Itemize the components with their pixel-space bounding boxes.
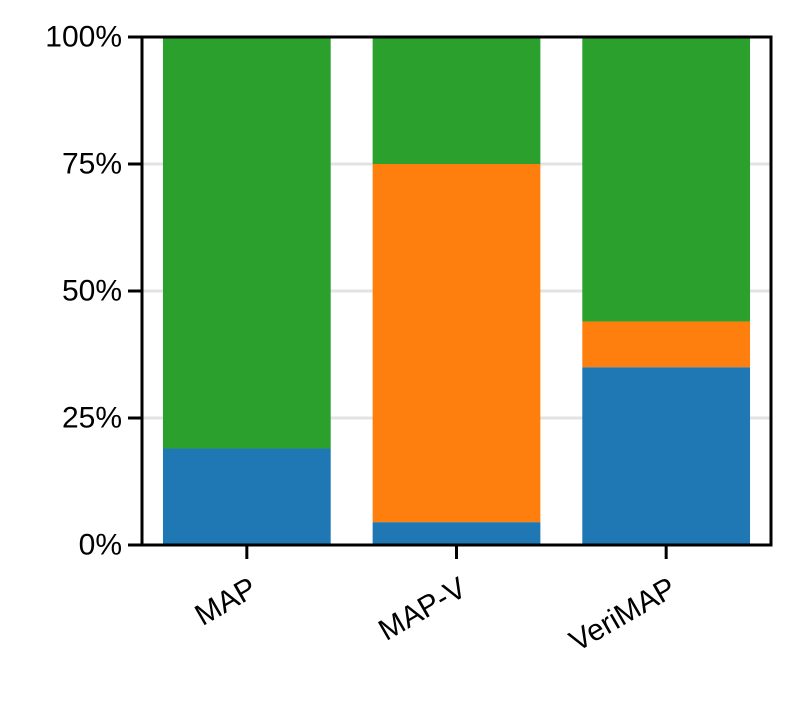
x-axis-ticks: MAP MAP-V VeriMAP — [189, 545, 682, 658]
x-tick-label-verimap: VeriMAP — [564, 571, 682, 658]
y-tick-label: 25% — [62, 402, 122, 435]
y-tick-label: 50% — [62, 275, 122, 308]
bar-segment-2-map-v — [372, 164, 541, 523]
y-axis-ticks: 0% 25% 50% 75% 100% — [45, 21, 142, 562]
y-tick-label: 100% — [45, 21, 122, 54]
bar-segment-1-verimap — [582, 367, 751, 545]
x-tick-label-map-v: MAP-V — [373, 571, 472, 647]
y-tick-label: 75% — [62, 148, 122, 181]
x-tick-label-map: MAP — [189, 571, 262, 632]
bar-segment-3-verimap — [582, 37, 751, 322]
bar-segment-1-map-v — [372, 522, 541, 545]
bar-segment-3-map — [162, 37, 331, 449]
bars — [162, 37, 751, 545]
bar-segment-2-verimap — [582, 321, 751, 368]
y-tick-label: 0% — [79, 529, 122, 562]
bar-segment-3-map-v — [372, 37, 541, 164]
bar-segment-1-map — [162, 448, 331, 545]
